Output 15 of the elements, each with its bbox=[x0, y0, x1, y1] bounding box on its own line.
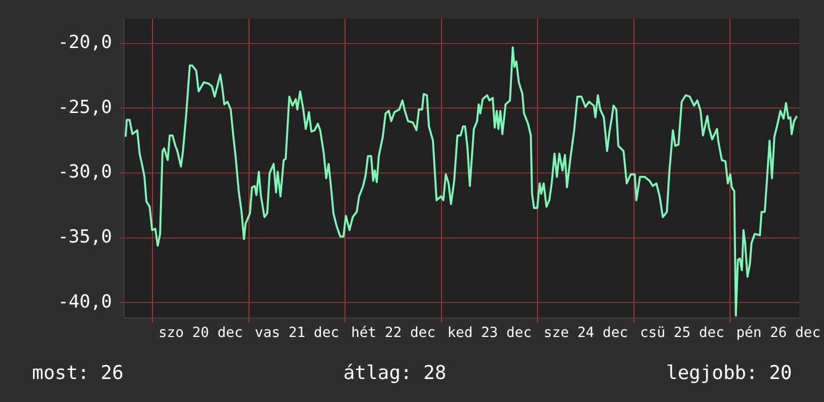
y-tick-label: -25,0 bbox=[58, 96, 112, 118]
y-tick-label: -35,0 bbox=[58, 226, 112, 248]
x-tick-label: vas 21 dec bbox=[254, 325, 340, 342]
x-tick-label: sze 24 dec bbox=[544, 325, 628, 342]
x-tick-label: ked 23 dec bbox=[447, 325, 532, 342]
y-tick-label: -30,0 bbox=[58, 162, 112, 183]
x-tick-label: hét 22 dec bbox=[351, 325, 436, 342]
y-tick-label: -40,0 bbox=[58, 291, 112, 312]
text: legjobb: 20 bbox=[666, 362, 792, 384]
x-tick-label: szo 20 dec bbox=[158, 325, 243, 342]
x-tick-label: pén 26 dec bbox=[736, 325, 821, 342]
text: most: 26 bbox=[32, 362, 124, 384]
y-tick-label: -20,0 bbox=[58, 32, 112, 54]
x-tick-label: csü 25 dec bbox=[640, 325, 724, 342]
text: átlag: 28 bbox=[343, 362, 446, 384]
